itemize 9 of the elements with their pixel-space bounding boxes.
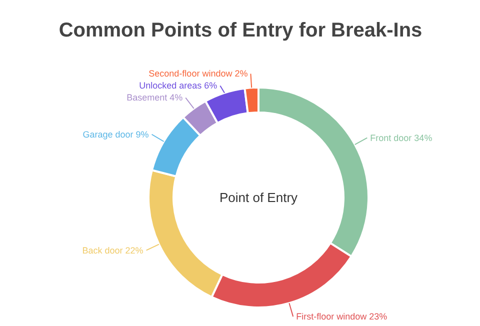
slice-label: Second-floor window 2% — [148, 68, 248, 79]
slice-label: First-floor window 23% — [296, 312, 388, 322]
text: Point of Entry — [219, 190, 298, 205]
slice-label: Garage door 9% — [82, 129, 149, 140]
slice-label: Basement 4% — [126, 92, 183, 103]
slice-label: Back door 22% — [82, 245, 144, 256]
slice-label: Front door 34% — [370, 132, 432, 143]
chart-title: Common Points of Entry for Break-Ins — [58, 20, 422, 42]
slice-label: Unlocked areas 6% — [139, 80, 218, 91]
